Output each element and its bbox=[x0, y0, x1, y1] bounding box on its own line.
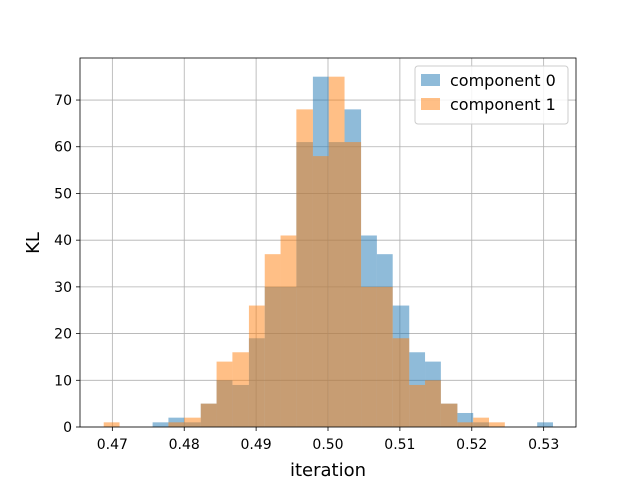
y-tick-label-1: 10 bbox=[54, 373, 72, 389]
bar-series-1-4 bbox=[216, 361, 233, 427]
bar-series-1-12 bbox=[344, 142, 362, 428]
legend-box bbox=[414, 65, 569, 125]
legend-swatch-0 bbox=[421, 74, 440, 86]
bar-series-1-9 bbox=[296, 109, 313, 427]
y-tick-label-3: 30 bbox=[54, 280, 72, 296]
bar-series-1-17 bbox=[425, 380, 441, 427]
bar-series-0-21 bbox=[537, 422, 553, 427]
x-tick-label-0: 0.47 bbox=[97, 437, 128, 453]
legend: component 0 component 1 bbox=[414, 65, 569, 125]
x-axis-label: iteration bbox=[290, 460, 366, 480]
x-tick-label-5: 0.52 bbox=[456, 437, 487, 453]
bar-series-1-19 bbox=[457, 422, 474, 427]
bar-series-1-8 bbox=[280, 235, 297, 427]
y-axis-label: KL bbox=[23, 232, 44, 254]
y-tick-label-4: 40 bbox=[54, 233, 72, 249]
y-tick-label-6: 60 bbox=[54, 140, 72, 156]
bar-series-1-11 bbox=[328, 76, 345, 428]
y-axis-ticks: 0 10 20 30 40 50 60 70 bbox=[54, 93, 80, 436]
bar-series-1-7 bbox=[264, 254, 281, 427]
x-axis-ticks: 0.47 0.48 0.49 0.50 0.51 0.52 0.53 bbox=[97, 427, 559, 453]
bar-series-1-1 bbox=[168, 422, 185, 427]
bar-series-1-14 bbox=[376, 286, 393, 427]
x-tick-label-6: 0.53 bbox=[528, 437, 559, 453]
bar-series-1-5 bbox=[232, 352, 249, 427]
bar-series-1-15 bbox=[392, 338, 410, 427]
y-tick-label-7: 70 bbox=[54, 93, 72, 109]
bar-series-0-0 bbox=[152, 422, 169, 427]
bar-series-1-6 bbox=[248, 305, 265, 427]
x-tick-label-1: 0.48 bbox=[169, 437, 200, 453]
y-tick-label-2: 20 bbox=[54, 327, 72, 343]
legend-label-1: component 1 bbox=[450, 95, 556, 114]
bar-series-1-18 bbox=[440, 403, 458, 427]
bar-series-1-3 bbox=[200, 403, 217, 427]
legend-label-0: component 0 bbox=[450, 71, 556, 90]
bar-series-1-2 bbox=[184, 417, 201, 427]
bar-series-1-21 bbox=[489, 422, 505, 427]
y-tick-label-0: 0 bbox=[63, 420, 72, 436]
y-tick-label-5: 50 bbox=[54, 186, 72, 202]
bar-series-1-10 bbox=[312, 156, 329, 427]
bar-series-1-20 bbox=[473, 417, 490, 427]
bar-series-1-0 bbox=[103, 422, 120, 427]
x-tick-label-3: 0.50 bbox=[312, 437, 343, 453]
bar-series-1-13 bbox=[361, 286, 377, 427]
x-tick-label-4: 0.51 bbox=[384, 437, 415, 453]
legend-swatch-1 bbox=[421, 98, 440, 110]
bar-series-1-16 bbox=[409, 384, 426, 427]
histogram-bars bbox=[103, 76, 553, 428]
x-tick-label-2: 0.49 bbox=[241, 437, 272, 453]
